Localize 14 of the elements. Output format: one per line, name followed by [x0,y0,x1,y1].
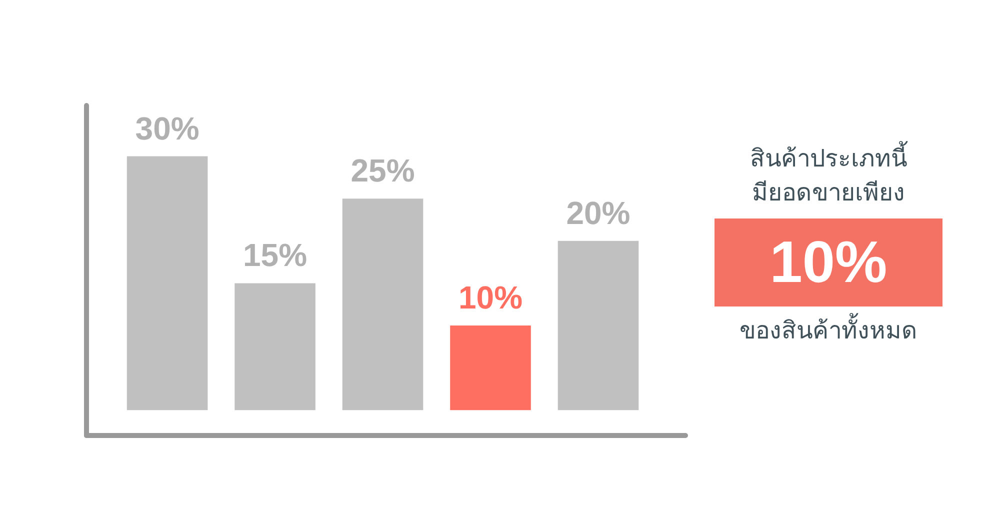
bar [450,326,531,410]
bar [558,240,639,410]
text: สินค้าประเภทนี้ [750,140,908,172]
bar [234,283,316,410]
bar [126,156,208,410]
data-label: 20% [566,194,630,231]
data-label: 25% [350,152,415,189]
text: 10% [770,230,888,295]
data-label: 15% [243,237,308,274]
text: ของสินค้าทั้งหมด [740,312,918,344]
data-label: 30% [135,110,200,146]
data-label: 10% [458,280,523,316]
text: มียอดขายเพียง [752,178,905,206]
bar [342,198,424,410]
